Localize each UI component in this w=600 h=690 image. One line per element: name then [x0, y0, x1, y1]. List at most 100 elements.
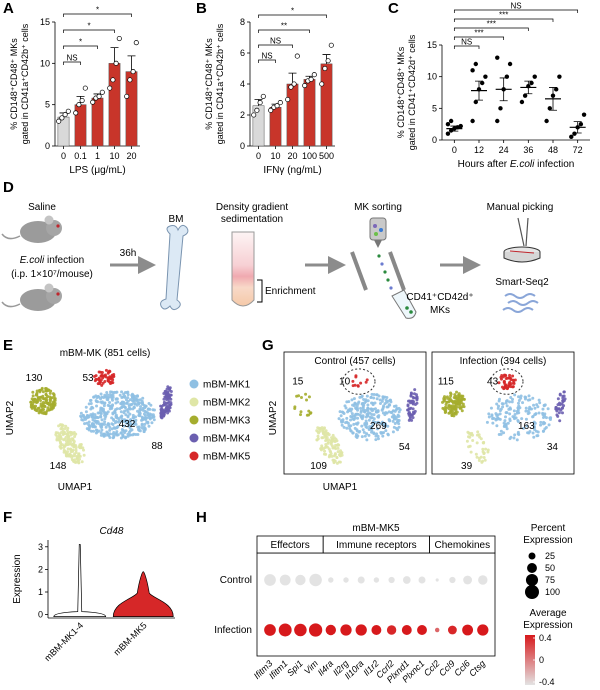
cell-dot	[516, 406, 520, 410]
cell-dot	[526, 431, 530, 435]
cell-dot	[380, 399, 384, 403]
significance-label: *	[96, 6, 99, 15]
data-point	[257, 100, 263, 106]
cell-dot	[99, 392, 103, 396]
cell-dot	[143, 428, 147, 432]
cell-dot	[507, 384, 511, 388]
data-point	[507, 61, 513, 67]
cell-dot	[373, 401, 377, 405]
cell-dot	[111, 422, 115, 426]
cell-dot	[66, 447, 70, 451]
cell-dot	[554, 406, 558, 410]
bracket	[257, 279, 263, 303]
significance-bracket	[258, 29, 310, 33]
cell-dot	[52, 394, 56, 398]
x-tick-label: mBM-MK1-4	[42, 620, 85, 663]
cell-dot	[372, 432, 376, 436]
data-point	[116, 35, 122, 42]
cell-dot	[59, 437, 63, 441]
significance-bracket	[258, 14, 327, 18]
cell-dot	[126, 422, 130, 426]
cell-dot	[316, 430, 320, 434]
cell-dot	[351, 414, 355, 418]
data-point	[110, 77, 116, 83]
legend-label: 100	[545, 587, 560, 597]
dot	[418, 576, 426, 584]
cell-dot	[148, 407, 152, 411]
y-axis-label: % CD148⁺CD48⁺ MKs	[9, 38, 19, 130]
highlight-ring	[342, 368, 376, 395]
cell-dot	[531, 415, 535, 419]
cell-dot	[140, 422, 144, 426]
cell-dot	[365, 394, 369, 398]
x-tick-label: 0	[61, 151, 66, 161]
data-point	[532, 74, 537, 79]
cell-dot	[35, 389, 39, 393]
cell-dot	[361, 414, 365, 418]
cell-dot	[444, 402, 448, 406]
cell-dot	[44, 388, 48, 392]
significance-bracket	[453, 18, 554, 22]
group-label: Chemokines	[435, 540, 491, 551]
dish-icon	[503, 217, 541, 263]
cell-dot	[117, 417, 121, 421]
cell-dot	[513, 433, 517, 437]
cell-dot	[362, 397, 366, 401]
cluster-count: 53	[82, 373, 94, 384]
cell-dot	[512, 436, 516, 440]
violin	[53, 544, 107, 617]
cell-dot	[112, 431, 116, 435]
cell-dot	[332, 454, 336, 458]
cell-dot	[526, 412, 530, 416]
cell-dot	[108, 436, 112, 440]
x-tick-label: 20	[126, 151, 136, 161]
legend-dot	[189, 379, 199, 389]
y-axis-label: gated in CD41a⁺CD42b⁺ cells	[20, 23, 30, 144]
cell-dot	[126, 396, 130, 400]
cell-dot	[345, 416, 349, 420]
cell-dot	[407, 413, 411, 417]
cell-dot	[38, 410, 42, 414]
cell-dot	[127, 424, 131, 428]
cell-dot	[516, 401, 520, 405]
cell-dot	[120, 401, 124, 405]
cell-dot	[508, 437, 512, 441]
dot	[371, 625, 382, 635]
cell-dot	[339, 451, 343, 455]
cell-dot	[365, 425, 369, 429]
cell-dot	[52, 404, 56, 408]
cell-dot	[38, 389, 42, 393]
panel-label: E	[3, 337, 13, 354]
cell-dot	[166, 411, 170, 415]
cell-dot	[152, 408, 156, 412]
cell-dot	[532, 424, 536, 428]
error-bar	[127, 55, 136, 72]
cell-dot	[455, 390, 459, 394]
panel-title: Infection (394 cells)	[460, 356, 547, 367]
cell-dot	[386, 399, 390, 403]
cell-dot	[114, 415, 118, 419]
cell-dot	[490, 414, 494, 418]
data-point	[470, 68, 475, 73]
cell-dot	[352, 422, 356, 426]
y-tick-label: 15	[40, 17, 50, 27]
dot	[357, 576, 365, 584]
cell-dot	[495, 402, 499, 406]
cell-dot	[137, 413, 141, 417]
cell-dot	[498, 412, 502, 416]
cluster-count: 43	[487, 377, 499, 388]
cell-dot	[511, 374, 515, 378]
cell-dot	[65, 429, 69, 433]
cell-dot	[515, 438, 519, 442]
cell-dot	[356, 412, 360, 416]
cell-dot	[63, 427, 67, 431]
cell-dot	[378, 398, 382, 402]
bar	[303, 79, 316, 147]
legend-label: 50	[545, 563, 555, 573]
cell-dot	[499, 429, 503, 433]
y-tick-label: 8	[240, 17, 245, 27]
cell-dot	[60, 427, 64, 431]
group-label: Effectors	[270, 540, 309, 551]
cell-dot	[533, 421, 537, 425]
data-point	[319, 81, 325, 87]
